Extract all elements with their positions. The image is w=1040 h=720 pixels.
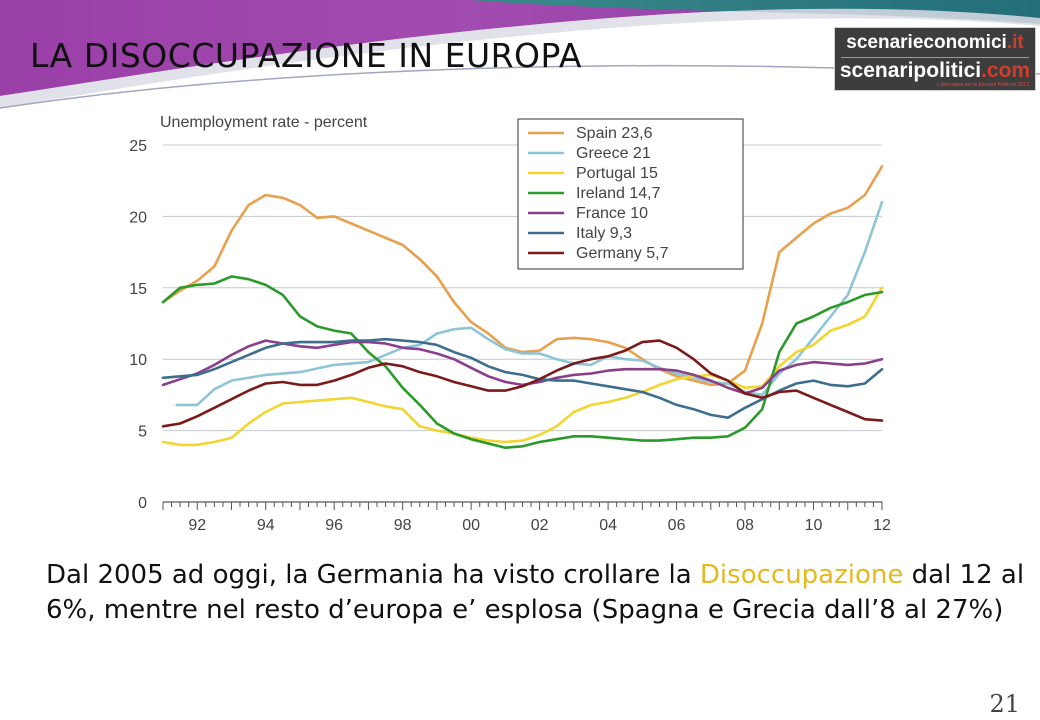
x-tick-label-08: 08 xyxy=(736,517,754,534)
logo-line1-suffix: .it xyxy=(1006,32,1024,53)
x-tick-label-96: 96 xyxy=(325,517,343,534)
logo-tagline: L'alternativa per le Elezioni Politiche … xyxy=(936,82,1029,88)
chart-title: Unemployment rate - percent xyxy=(160,114,368,131)
x-tick-label-98: 98 xyxy=(394,517,412,534)
y-tick-label-20: 20 xyxy=(129,209,147,226)
legend-label-3: Ireland 14,7 xyxy=(576,185,661,202)
x-tick-label-00: 00 xyxy=(462,517,480,534)
y-tick-label-25: 25 xyxy=(129,138,147,155)
series-line-0 xyxy=(161,165,884,387)
y-tick-label-15: 15 xyxy=(129,281,147,298)
x-tick-label-94: 94 xyxy=(257,517,275,534)
scenarieconomici-logo: scenarieconomici.it scenaripolitici.com … xyxy=(834,27,1036,91)
legend-label-0: Spain 23,6 xyxy=(576,125,653,142)
series-line-3 xyxy=(161,275,884,449)
legend-label-6: Germany 5,7 xyxy=(576,245,669,262)
page-number: 21 xyxy=(989,690,1020,718)
legend-label-4: France 10 xyxy=(576,205,648,222)
caption-highlight: Disoccupazione xyxy=(699,560,904,590)
series-line-5 xyxy=(161,337,884,419)
y-tick-label-0: 0 xyxy=(138,495,147,512)
x-tick-label-06: 06 xyxy=(668,517,686,534)
slide-title: LA DISOCCUPAZIONE IN EUROPA xyxy=(30,36,582,75)
logo-line2: scenaripolitici xyxy=(839,59,982,82)
x-tick-label-02: 02 xyxy=(531,517,549,534)
x-tick-label-04: 04 xyxy=(599,517,617,534)
legend-label-5: Italy 9,3 xyxy=(576,225,632,242)
legend-label-2: Portugal 15 xyxy=(576,165,658,182)
logo-line1: scenarieconomici xyxy=(846,32,1007,53)
chart-background xyxy=(100,95,912,543)
x-tick-label-92: 92 xyxy=(188,517,206,534)
series-line-6 xyxy=(161,339,884,428)
x-tick-label-10: 10 xyxy=(805,517,823,534)
unemployment-chart: Unemployment rate - percent 0 5 10 15 20 25 92 9… xyxy=(100,95,912,543)
x-tick-label-12: 12 xyxy=(873,517,891,534)
legend-label-1: Greece 21 xyxy=(576,145,651,162)
logo-line2-suffix: .com xyxy=(981,59,1031,82)
caption-text-2: dal 12 al 6%, mentre nel resto d’europa … xyxy=(46,560,1025,625)
slide-caption: Dal 2005 ad oggi, la Germania ha visto c… xyxy=(46,558,1026,628)
y-tick-label-10: 10 xyxy=(129,352,147,369)
caption-text-1: Dal 2005 ad oggi, la Germania ha visto c… xyxy=(46,560,700,590)
y-tick-label-5: 5 xyxy=(138,424,147,441)
